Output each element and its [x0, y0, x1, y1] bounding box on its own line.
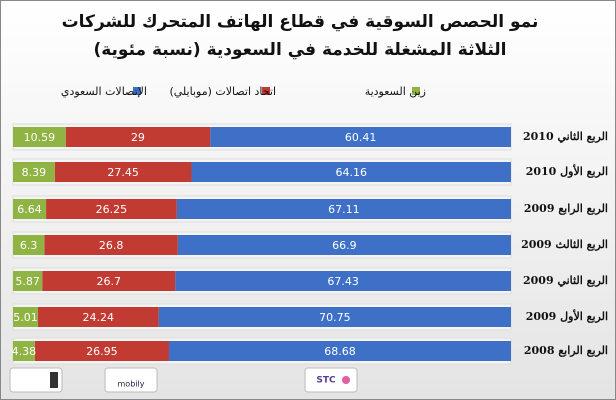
- logo-text: mobily: [118, 380, 145, 389]
- bar-segment: [210, 127, 511, 147]
- value-label: 24.24: [83, 311, 115, 324]
- value-label: 67.43: [327, 275, 359, 288]
- value-label: 68.68: [324, 345, 356, 358]
- bar-segment: [177, 235, 511, 255]
- value-label: 66.9: [332, 239, 357, 252]
- bar-segment: [13, 199, 47, 219]
- bar-segment: [191, 162, 511, 182]
- bar-segment: [37, 307, 159, 327]
- category-label: الربع الثالث 2009: [521, 238, 608, 251]
- value-label: 6.3: [20, 239, 38, 252]
- category-label: الربع الرابع 2009: [524, 202, 608, 215]
- bar-segment: [46, 199, 177, 219]
- bar-segment: [34, 341, 169, 361]
- bar-segment: [13, 127, 66, 147]
- value-label: 60.41: [345, 131, 377, 144]
- value-label: 5.87: [15, 275, 40, 288]
- logo-text: STC: [316, 376, 336, 386]
- value-label: 8.39: [22, 166, 47, 179]
- bar-segment: [13, 235, 45, 255]
- category-label: الربع الأول 2010: [526, 164, 608, 178]
- bar-segment: [13, 162, 55, 182]
- legend-label: الإتصالات السعودي: [61, 85, 147, 98]
- value-label: 26.7: [96, 275, 121, 288]
- legend-swatch: [133, 87, 141, 95]
- bar-segment: [54, 162, 192, 182]
- legend-label: زين السعودية: [365, 85, 426, 98]
- value-label: 5.01: [13, 311, 38, 324]
- category-label: الربع الثاني 2009: [523, 274, 608, 288]
- value-label: 70.75: [319, 311, 351, 324]
- bar-segment: [13, 271, 43, 291]
- bar-segment: [65, 127, 211, 147]
- value-label: 26.95: [86, 345, 118, 358]
- value-label: 26.25: [96, 203, 128, 216]
- logo-zain: [9, 367, 63, 393]
- value-label: 67.11: [328, 203, 360, 216]
- category-label: الربع الثاني 2010: [523, 130, 608, 144]
- logo-stc: STC: [304, 367, 358, 393]
- chart-title: نمو الحصص السوقية في قطاع الهاتف المتحرك…: [62, 12, 539, 32]
- legend-swatch: [412, 87, 420, 95]
- bar-segment: [44, 235, 178, 255]
- bar-segment: [175, 271, 511, 291]
- category-label: الربع الأول 2009: [526, 309, 608, 323]
- logo-mobily: mobily: [104, 367, 158, 393]
- chart-title: الثلاثة المشغلة للخدمة في السعودية (نسبة…: [93, 40, 506, 60]
- value-label: 6.64: [17, 203, 42, 216]
- value-label: 27.45: [107, 166, 139, 179]
- value-label: 4.38: [12, 345, 37, 358]
- legend-label: اتحاد اتصالات (موبايلي): [169, 85, 276, 98]
- bar-segment: [176, 199, 511, 219]
- category-label: الربع الرابع 2008: [524, 344, 608, 357]
- bar-segment: [158, 307, 512, 327]
- bar-segment: [42, 271, 176, 291]
- bar-segment: [168, 341, 511, 361]
- value-label: 10.59: [24, 131, 56, 144]
- value-label: 64.16: [335, 166, 367, 179]
- value-label: 29: [131, 131, 145, 144]
- bar-segment: [12, 341, 35, 361]
- legend-swatch: [262, 87, 270, 95]
- value-label: 26.8: [99, 239, 124, 252]
- bar-segment: [13, 307, 38, 327]
